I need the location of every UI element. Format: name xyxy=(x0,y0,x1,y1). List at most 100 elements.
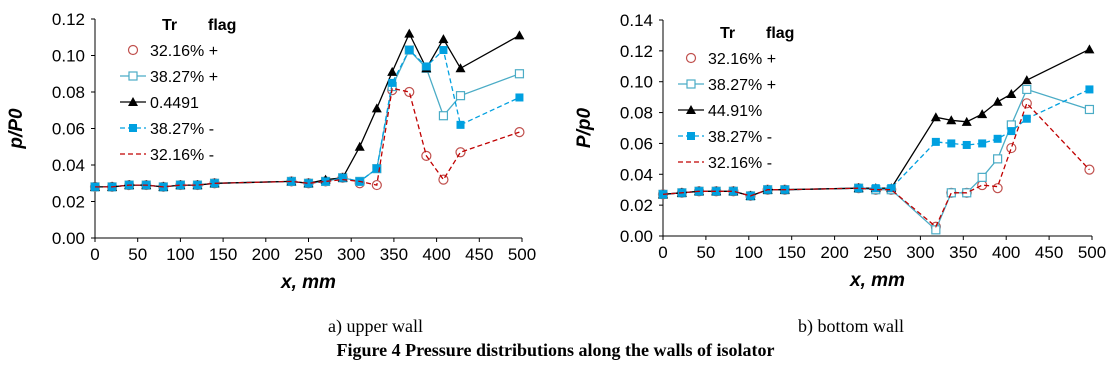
x-axis-label: x, mm xyxy=(280,272,336,293)
data-point xyxy=(372,164,381,173)
x-tick-label: 400 xyxy=(422,245,450,264)
data-point xyxy=(993,154,1003,164)
data-point xyxy=(388,78,397,87)
y-tick-label: 0.00 xyxy=(620,227,653,246)
data-point xyxy=(978,139,987,148)
data-point xyxy=(1022,114,1031,123)
legend-item: 38.27% - xyxy=(678,129,772,146)
data-point xyxy=(887,184,896,193)
legend-label: 0.4491 xyxy=(150,95,199,112)
legend-label: 32.16% - xyxy=(150,147,214,164)
y-tick-label: 0.08 xyxy=(52,83,85,102)
x-tick-label: 300 xyxy=(906,243,934,262)
data-point xyxy=(712,187,721,196)
x-tick-label: 200 xyxy=(820,243,848,262)
data-point xyxy=(455,63,466,73)
legend-item: 0.4491 xyxy=(120,95,199,112)
data-point xyxy=(1006,142,1017,154)
x-tick-label: 50 xyxy=(128,245,147,264)
x-tick-label: 150 xyxy=(778,243,806,262)
legend-label: 32.16% + xyxy=(708,51,776,68)
legend-header-tr: Tr xyxy=(162,17,177,34)
x-tick-label: 300 xyxy=(337,245,365,264)
panel-b-caption: b) bottom wall xyxy=(798,316,904,336)
data-point xyxy=(1007,127,1016,136)
data-point xyxy=(1022,84,1032,95)
data-point xyxy=(193,181,202,190)
legend-marker xyxy=(687,132,695,140)
data-point xyxy=(946,115,957,125)
data-point xyxy=(729,187,738,196)
data-point xyxy=(321,177,330,186)
series-3 xyxy=(91,46,524,191)
legend-label: 38.27% + xyxy=(708,77,776,94)
x-tick-label: 450 xyxy=(1035,243,1063,262)
y-tick-label: 0.08 xyxy=(620,104,653,123)
data-point xyxy=(404,86,415,98)
data-point xyxy=(854,184,863,193)
y-tick-label: 0.10 xyxy=(620,73,653,92)
data-point xyxy=(930,112,941,122)
y-tick-label: 0.10 xyxy=(52,47,85,66)
data-point xyxy=(404,28,415,38)
legend-label: 32.16% - xyxy=(708,155,772,172)
legend-label: 38.27% - xyxy=(150,121,214,138)
legend-marker xyxy=(129,124,137,132)
legend-header-flag: flag xyxy=(766,25,794,42)
legend-item: 32.16% + xyxy=(685,51,776,68)
x-tick-label: 50 xyxy=(696,243,715,262)
x-tick-label: 0 xyxy=(90,245,99,264)
data-point xyxy=(514,69,525,79)
legend-item: 32.16% + xyxy=(127,43,218,60)
data-point xyxy=(992,183,1003,194)
data-point xyxy=(977,109,988,119)
y-tick-label: 0.04 xyxy=(52,156,85,175)
data-point xyxy=(947,139,956,148)
legend-marker xyxy=(685,52,697,64)
data-point xyxy=(304,179,313,188)
x-tick-label: 250 xyxy=(863,243,891,262)
x-tick-label: 350 xyxy=(949,243,977,262)
data-point xyxy=(176,181,185,190)
data-point xyxy=(659,190,667,199)
x-tick-label: 100 xyxy=(166,245,194,264)
x-tick-label: 350 xyxy=(380,245,408,264)
panel-a-chart: 0 50 100 150 200 250 300 350 400 450 500 0.00 0.02 0.… xyxy=(6,10,536,293)
data-point xyxy=(514,30,525,40)
panel-b-chart: 0 50 100 150 200 250 300 350 400 450 500 0.00 0.02 0.… xyxy=(574,11,1106,291)
y-tick-label: 0.06 xyxy=(52,120,85,139)
x-tick-label: 0 xyxy=(658,243,667,262)
x-tick-label: 500 xyxy=(508,245,536,264)
data-point xyxy=(456,120,465,129)
y-tick-label: 0.02 xyxy=(620,196,653,215)
data-point xyxy=(514,127,525,138)
data-point xyxy=(438,174,449,185)
legend-marker xyxy=(128,71,138,81)
data-point xyxy=(405,46,414,55)
legend-item: 44.91% xyxy=(678,103,762,120)
data-point xyxy=(438,111,449,121)
data-point xyxy=(1084,104,1095,115)
legend-header-tr: Tr xyxy=(720,25,735,42)
data-point xyxy=(515,93,524,102)
data-point xyxy=(438,34,449,44)
legend-label: 44.91% xyxy=(708,103,762,120)
figure-canvas: 0 50 100 150 200 250 300 350 400 450 5000.000.020.… xyxy=(6,10,1106,293)
data-point xyxy=(992,96,1003,106)
data-point xyxy=(931,137,940,146)
legend-label: 38.27% + xyxy=(150,69,218,86)
legend-item: 32.16% - xyxy=(120,147,214,164)
data-point xyxy=(422,62,431,71)
data-point xyxy=(993,134,1002,143)
y-tick-label: 0.12 xyxy=(620,42,653,61)
y-tick-label: 0.00 xyxy=(52,229,85,248)
legend-item: 32.16% - xyxy=(678,155,772,172)
y-tick-label: 0.02 xyxy=(52,193,85,212)
data-point xyxy=(961,116,972,126)
legend-label: 38.27% - xyxy=(708,129,772,146)
data-point xyxy=(1006,89,1017,99)
legend: Tr flag 32.16% + 38.27% + 44.91% 38.27% - 32.1… xyxy=(678,25,794,172)
y-tick-label: 0.04 xyxy=(620,165,653,184)
legend-item: 38.27% + xyxy=(678,77,776,94)
legend-marker xyxy=(128,97,138,106)
